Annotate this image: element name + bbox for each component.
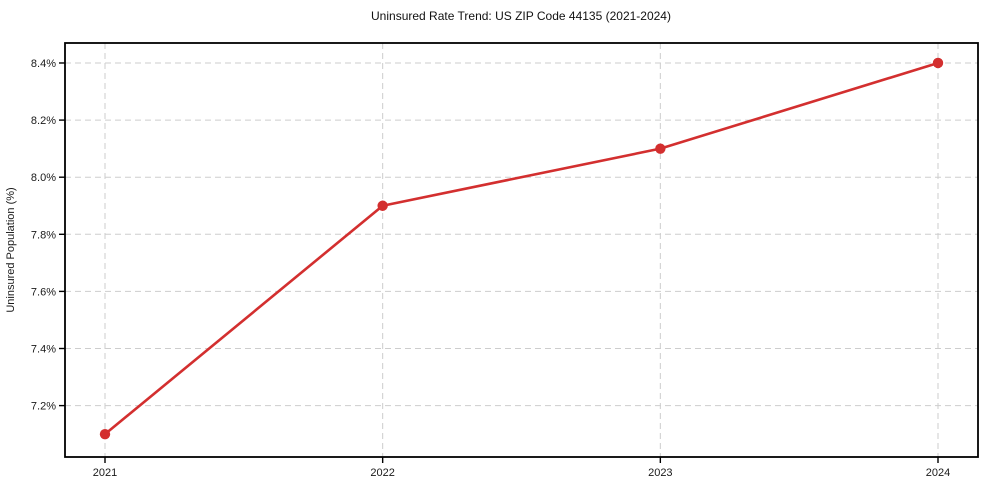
plot-border (64, 42, 979, 458)
x-tick-label: 2021 (93, 467, 117, 479)
data-point (377, 200, 388, 211)
y-tick-label: 7.4% (31, 344, 56, 356)
y-tick-label: 7.8% (31, 229, 56, 241)
y-tick-label: 7.6% (31, 286, 56, 298)
x-tick-label: 2022 (370, 467, 394, 479)
data-line (103, 61, 940, 436)
data-point (99, 428, 111, 440)
y-tick-label: 8.4% (31, 58, 56, 70)
y-axis-label: Uninsured Population (%) (5, 187, 17, 312)
y-tick-label: 8.0% (31, 172, 56, 184)
x-tick-label: 2023 (648, 467, 672, 479)
data-point (932, 57, 944, 69)
data-point (655, 143, 666, 154)
plot-area: 7.2% 7.4% 7.6% 7.8% 8.0% 8.2% 8.4% 2021 2022 2023… (31, 42, 979, 479)
chart-title: Uninsured Rate Trend: US ZIP Code 44135 … (371, 9, 671, 23)
y-tick-label: 8.2% (31, 115, 56, 127)
y-tick-label: 7.2% (31, 401, 56, 413)
x-tick-label: 2024 (926, 467, 950, 479)
